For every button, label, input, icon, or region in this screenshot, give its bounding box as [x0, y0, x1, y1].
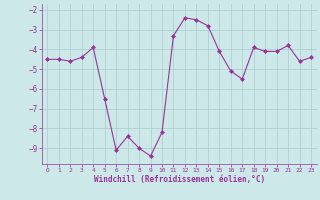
X-axis label: Windchill (Refroidissement éolien,°C): Windchill (Refroidissement éolien,°C)	[94, 175, 265, 184]
